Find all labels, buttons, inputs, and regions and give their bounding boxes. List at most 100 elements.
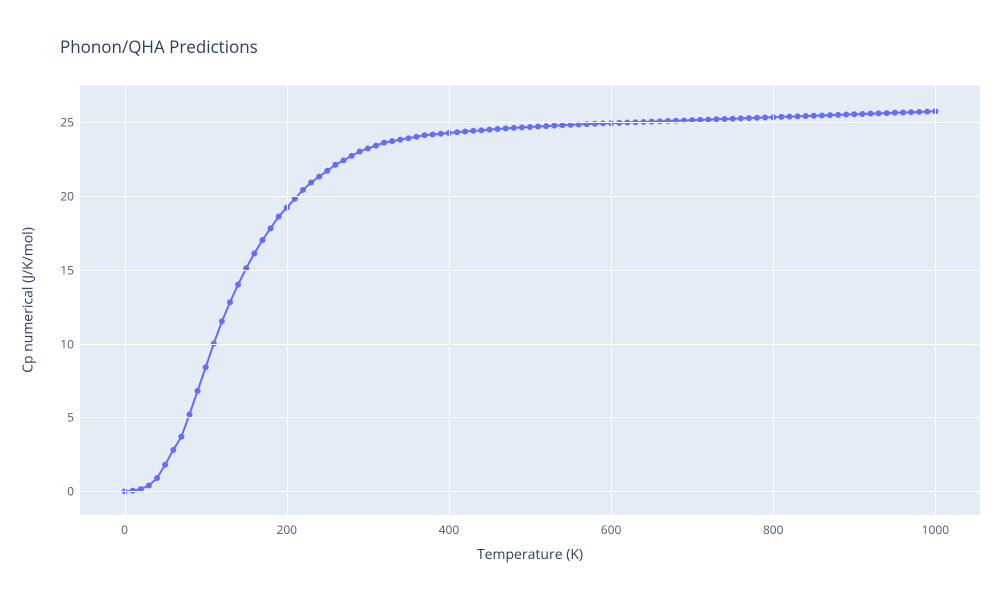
series-marker[interactable]	[746, 115, 752, 121]
x-gridline	[287, 85, 288, 515]
y-tick-label: 25	[50, 113, 74, 130]
x-tick-label: 400	[439, 521, 460, 538]
series-marker[interactable]	[851, 111, 857, 117]
series-marker[interactable]	[365, 146, 371, 152]
series-marker[interactable]	[259, 237, 265, 243]
series-marker[interactable]	[308, 180, 314, 186]
series-marker[interactable]	[495, 126, 501, 132]
series-marker[interactable]	[730, 116, 736, 122]
y-tick-label: 10	[50, 335, 74, 352]
series-marker[interactable]	[778, 114, 784, 120]
series-marker[interactable]	[195, 388, 201, 394]
plot-area[interactable]	[80, 85, 980, 515]
series-marker[interactable]	[803, 113, 809, 119]
x-gridline	[611, 85, 612, 515]
series-marker[interactable]	[843, 112, 849, 118]
series-marker[interactable]	[251, 250, 257, 256]
series-marker[interactable]	[811, 113, 817, 119]
series-marker[interactable]	[316, 174, 322, 180]
x-tick-label: 600	[601, 521, 622, 538]
series-marker[interactable]	[819, 112, 825, 118]
y-gridline	[80, 344, 980, 345]
series-marker[interactable]	[170, 447, 176, 453]
series-marker[interactable]	[268, 225, 274, 231]
series-marker[interactable]	[454, 129, 460, 135]
series-marker[interactable]	[276, 214, 282, 220]
series-marker[interactable]	[795, 113, 801, 119]
series-marker[interactable]	[154, 475, 160, 481]
y-tick-label: 5	[50, 409, 74, 426]
y-gridline	[80, 270, 980, 271]
series-marker[interactable]	[762, 115, 768, 121]
series-marker[interactable]	[430, 132, 436, 138]
series-marker[interactable]	[924, 109, 930, 115]
x-tick-label: 800	[763, 521, 784, 538]
series-marker[interactable]	[178, 434, 184, 440]
series-marker[interactable]	[162, 462, 168, 468]
series-marker[interactable]	[357, 148, 363, 154]
y-tick-label: 0	[50, 483, 74, 500]
series-marker[interactable]	[324, 168, 330, 174]
series-marker[interactable]	[349, 153, 355, 159]
series-line	[125, 111, 936, 491]
series-marker[interactable]	[219, 318, 225, 324]
series-marker[interactable]	[535, 124, 541, 130]
series-marker[interactable]	[827, 112, 833, 118]
series-marker[interactable]	[835, 112, 841, 118]
series-marker[interactable]	[543, 123, 549, 129]
series-marker[interactable]	[405, 135, 411, 141]
series-marker[interactable]	[900, 109, 906, 115]
series-marker[interactable]	[462, 129, 468, 135]
x-axis-label: Temperature (K)	[477, 545, 583, 564]
series-marker[interactable]	[884, 110, 890, 116]
series-marker[interactable]	[519, 124, 525, 130]
y-axis-label: Cp numerical (J/K/mol)	[19, 227, 38, 373]
series-marker[interactable]	[559, 122, 565, 128]
series-marker[interactable]	[422, 132, 428, 138]
series-marker[interactable]	[551, 123, 557, 129]
chart-title: Phonon/QHA Predictions	[60, 35, 258, 58]
series-marker[interactable]	[868, 111, 874, 117]
series-marker[interactable]	[381, 140, 387, 146]
series-marker[interactable]	[470, 128, 476, 134]
x-gridline	[773, 85, 774, 515]
y-tick-label: 20	[50, 187, 74, 204]
series-marker[interactable]	[892, 110, 898, 116]
series-marker[interactable]	[916, 109, 922, 115]
series-marker[interactable]	[486, 127, 492, 133]
series-marker[interactable]	[511, 125, 517, 131]
series-marker[interactable]	[397, 137, 403, 143]
x-gridline	[449, 85, 450, 515]
series-marker[interactable]	[786, 114, 792, 120]
series-marker[interactable]	[235, 281, 241, 287]
series-marker[interactable]	[478, 127, 484, 133]
series-marker[interactable]	[300, 187, 306, 193]
series-marker[interactable]	[754, 115, 760, 121]
data-layer	[80, 85, 980, 515]
series-marker[interactable]	[527, 124, 533, 130]
y-tick-label: 15	[50, 261, 74, 278]
series-marker[interactable]	[876, 110, 882, 116]
series-marker[interactable]	[413, 134, 419, 140]
series-marker[interactable]	[859, 111, 865, 117]
series-marker[interactable]	[373, 143, 379, 149]
x-gridline	[125, 85, 126, 515]
x-tick-label: 0	[121, 521, 128, 538]
series-marker[interactable]	[438, 131, 444, 137]
series-marker[interactable]	[389, 138, 395, 144]
x-tick-label: 1000	[922, 521, 949, 538]
chart-container: Phonon/QHA Predictions Temperature (K) C…	[0, 0, 1000, 600]
x-tick-label: 200	[276, 521, 297, 538]
y-gridline	[80, 196, 980, 197]
series-marker[interactable]	[227, 299, 233, 305]
series-marker[interactable]	[503, 125, 509, 131]
series-marker[interactable]	[146, 482, 152, 488]
y-gridline	[80, 491, 980, 492]
series-marker[interactable]	[341, 157, 347, 163]
x-gridline	[935, 85, 936, 515]
series-marker[interactable]	[332, 162, 338, 168]
y-gridline	[80, 417, 980, 418]
series-marker[interactable]	[203, 364, 209, 370]
series-marker[interactable]	[738, 115, 744, 121]
series-marker[interactable]	[908, 109, 914, 115]
